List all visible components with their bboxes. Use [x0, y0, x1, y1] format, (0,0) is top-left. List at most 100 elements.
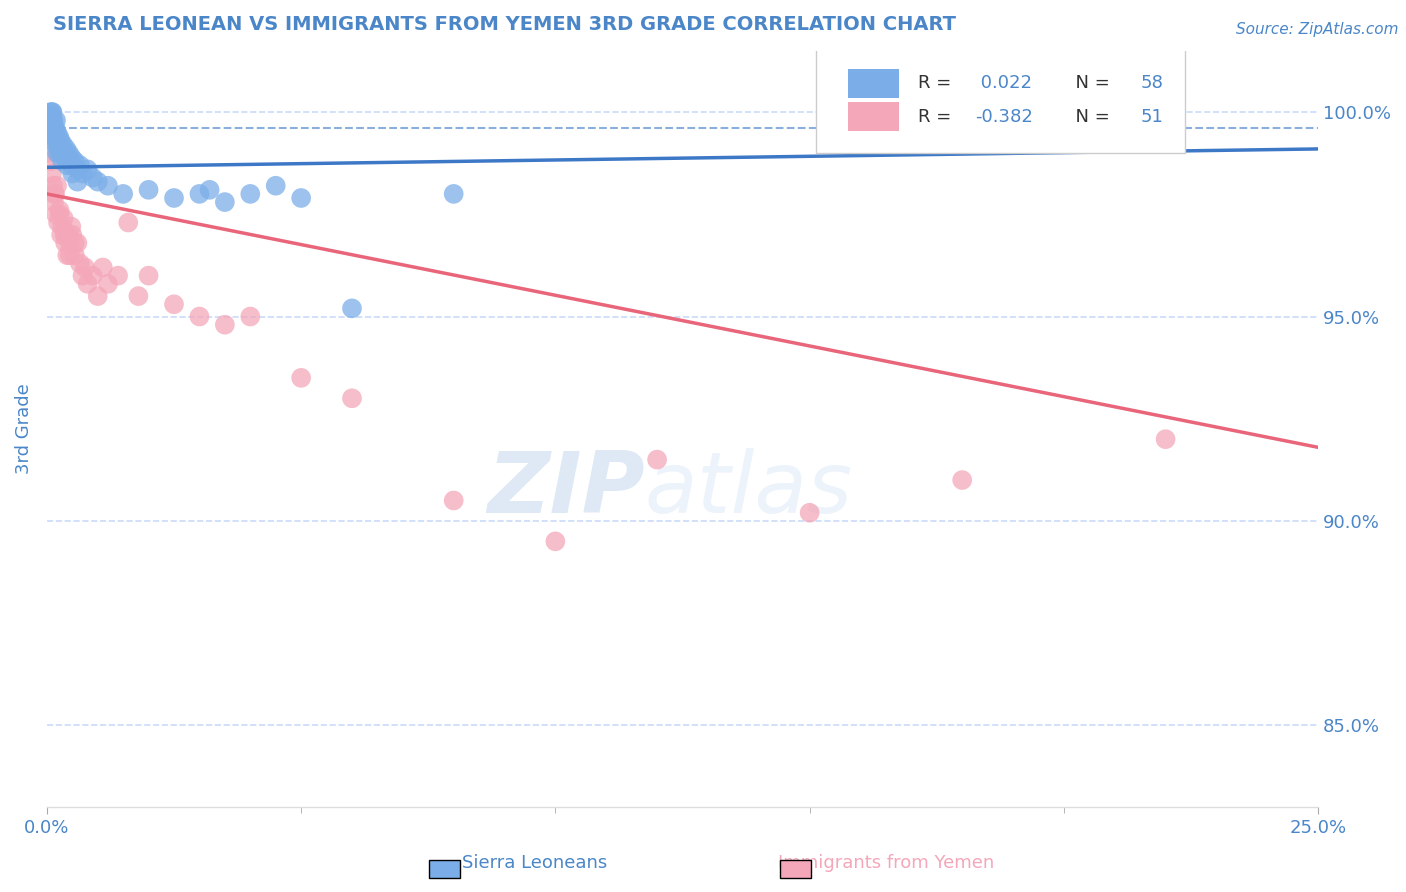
Point	[52, 137, 75, 152]
Point	[51, 219, 73, 234]
Point	[69, 256, 91, 270]
Point	[49, 227, 72, 242]
Point	[45, 137, 67, 152]
Point	[60, 166, 83, 180]
Point	[44, 121, 66, 136]
Point	[49, 134, 72, 148]
FancyBboxPatch shape	[848, 103, 898, 131]
Point	[55, 142, 77, 156]
Point	[58, 227, 80, 242]
Point	[799, 506, 821, 520]
Point	[44, 186, 66, 201]
Point	[97, 178, 120, 193]
Point	[48, 129, 70, 144]
Text: 58: 58	[1140, 74, 1163, 93]
Point	[39, 113, 62, 128]
Point	[290, 371, 312, 385]
Text: 51: 51	[1140, 108, 1163, 126]
Point	[53, 235, 76, 250]
Point	[41, 109, 63, 123]
Point	[443, 493, 465, 508]
Point	[72, 166, 94, 180]
Point	[59, 235, 82, 250]
Point	[38, 126, 60, 140]
Point	[39, 154, 62, 169]
Point	[44, 129, 66, 144]
Point	[59, 248, 82, 262]
Point	[214, 318, 236, 332]
Point	[44, 186, 66, 201]
Point	[91, 260, 114, 275]
Point	[87, 289, 110, 303]
Text: ZIP: ZIP	[486, 448, 644, 531]
Point	[82, 170, 104, 185]
Text: -0.382: -0.382	[974, 108, 1033, 126]
Point	[214, 195, 236, 210]
Point	[42, 195, 65, 210]
Point	[44, 129, 66, 144]
Point	[188, 186, 211, 201]
Point	[41, 105, 63, 120]
Text: R =: R =	[918, 74, 956, 93]
Point	[46, 146, 69, 161]
Point	[46, 126, 69, 140]
Point	[76, 277, 98, 291]
FancyBboxPatch shape	[848, 69, 898, 98]
Point	[73, 260, 96, 275]
Point	[87, 175, 110, 189]
Point	[42, 113, 65, 128]
Point	[59, 154, 82, 169]
Point	[42, 178, 65, 193]
Text: atlas: atlas	[644, 448, 852, 531]
Point	[66, 235, 89, 250]
Point	[138, 268, 160, 283]
Point	[48, 207, 70, 221]
Point	[340, 301, 363, 316]
Point	[163, 297, 186, 311]
Point	[63, 235, 86, 250]
Point	[48, 142, 70, 156]
Point	[56, 150, 79, 164]
Point	[39, 105, 62, 120]
Point	[72, 268, 94, 283]
Point	[264, 178, 287, 193]
Point	[645, 452, 668, 467]
Text: N =: N =	[1064, 74, 1115, 93]
Point	[60, 158, 83, 172]
Point	[45, 207, 67, 221]
Point	[198, 183, 221, 197]
Point	[290, 191, 312, 205]
Point	[163, 191, 186, 205]
Point	[53, 146, 76, 161]
Point	[76, 162, 98, 177]
Text: Immigrants from Yemen: Immigrants from Yemen	[778, 855, 994, 872]
Point	[45, 134, 67, 148]
Point	[38, 146, 60, 161]
Point	[51, 142, 73, 156]
Point	[42, 121, 65, 136]
Point	[239, 310, 262, 324]
Text: R =: R =	[918, 108, 956, 126]
Point	[97, 277, 120, 291]
Point	[138, 183, 160, 197]
Point	[60, 219, 83, 234]
Text: Sierra Leoneans: Sierra Leoneans	[461, 855, 607, 872]
Point	[66, 175, 89, 189]
Point	[239, 186, 262, 201]
Text: 0.022: 0.022	[974, 74, 1032, 93]
Point	[63, 248, 86, 262]
Point	[48, 203, 70, 218]
Point	[56, 248, 79, 262]
Point	[46, 215, 69, 229]
Y-axis label: 3rd Grade: 3rd Grade	[15, 384, 32, 475]
Point	[58, 146, 80, 161]
Point	[42, 121, 65, 136]
Point	[107, 268, 129, 283]
Point	[112, 186, 135, 201]
Point	[53, 227, 76, 242]
Point	[46, 137, 69, 152]
Point	[53, 150, 76, 164]
Point	[41, 166, 63, 180]
Point	[48, 146, 70, 161]
Point	[44, 126, 66, 140]
